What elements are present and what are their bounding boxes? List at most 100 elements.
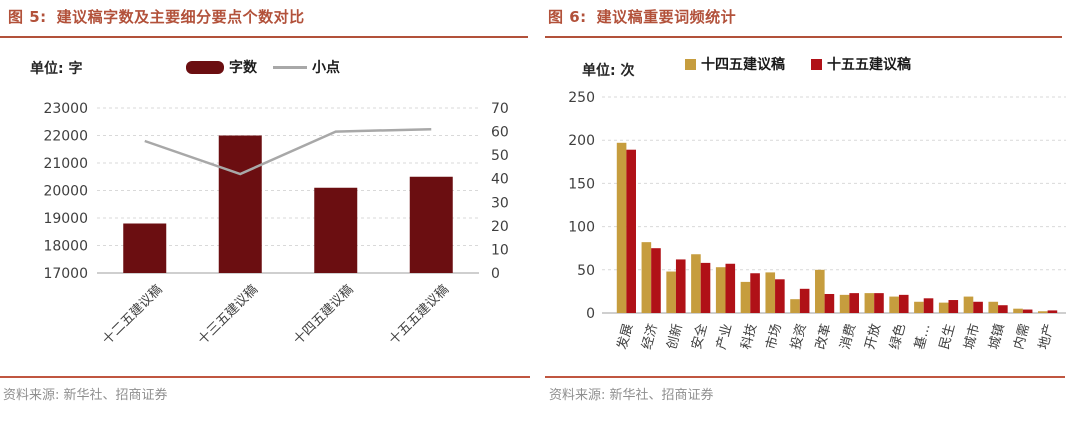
figure5-legend-item-line: 小点: [273, 57, 340, 77]
left-axis-tick: 21000: [43, 156, 88, 172]
figure6-title-rule: [545, 36, 1062, 38]
bar-15th: [725, 263, 736, 313]
category-label: 经济: [640, 322, 661, 351]
figure5-legend: 字数 小点: [186, 57, 340, 77]
category-label: 发展: [614, 322, 636, 351]
category-label: 创新: [664, 322, 686, 351]
series-15th-swatch: [811, 58, 822, 70]
bar-14th: [765, 272, 776, 313]
bar-14th: [889, 296, 899, 313]
left-axis-tick: 19000: [43, 211, 88, 227]
line-series-swatch: [273, 65, 307, 69]
right-axis-tick: 70: [491, 101, 509, 117]
category-label: 地产: [1036, 322, 1057, 351]
figure5-label: 图 5:: [8, 8, 47, 26]
category-label: 城市: [961, 322, 983, 351]
right-axis-tick: 50: [491, 148, 509, 164]
right-axis-tick: 30: [491, 195, 509, 211]
bar-15th: [799, 288, 810, 313]
bar-14th: [740, 281, 751, 313]
bar-15th: [1047, 310, 1058, 313]
bar-15th: [973, 301, 983, 313]
figure6-bottom-rule: [545, 376, 1065, 378]
bar-14th: [963, 296, 974, 313]
y-axis-tick: 150: [568, 176, 595, 192]
bar-15th: [824, 293, 835, 313]
bar-14th: [790, 299, 800, 313]
category-label: 开放: [863, 322, 884, 351]
category-label: 投资: [788, 322, 810, 351]
bar-15th: [849, 293, 859, 313]
category-label: 十四五建议稿: [290, 282, 356, 348]
bar-14th: [1038, 311, 1048, 313]
bar-15th: [700, 262, 711, 313]
figure6-label: 图 6:: [548, 8, 587, 26]
bar: [314, 187, 358, 273]
bar-15th: [923, 298, 934, 313]
figure6-unit-label: 单位: 次: [582, 63, 635, 79]
category-label: 改革: [813, 322, 834, 351]
y-axis-tick: 100: [568, 220, 595, 236]
left-axis-tick: 18000: [43, 239, 88, 255]
left-axis-tick: 17000: [43, 266, 88, 282]
bar: [123, 223, 167, 273]
bar-14th: [988, 301, 999, 313]
bar-15th: [898, 294, 909, 313]
category-label: 民生: [937, 322, 958, 351]
bar-14th: [641, 242, 652, 313]
bar-series-swatch: [186, 60, 224, 74]
bar: [409, 176, 453, 273]
bar-15th: [998, 305, 1008, 313]
figure6-legend: 十四五建议稿 十五五建议稿: [685, 54, 911, 74]
bar: [218, 135, 262, 273]
bar-14th: [914, 301, 924, 313]
bar-14th: [864, 293, 875, 313]
bar-14th: [815, 269, 825, 313]
figure6-legend-item-14th: 十四五建议稿: [685, 54, 785, 74]
category-label: 十二五建议稿: [99, 282, 165, 348]
right-axis-tick: 0: [491, 266, 500, 282]
category-label: 消费: [838, 322, 859, 351]
right-axis-tick: 20: [491, 219, 509, 235]
bar-15th: [948, 300, 959, 313]
category-label: 城镇: [987, 322, 1008, 351]
figure6-plot: 0 50 100 150 200 250 发展 经济 创新 安全 产业 科技 市场 投资 改革 消费 开放 绿色基…: [568, 90, 1066, 351]
figure5-legend-item-bars: 字数: [186, 57, 257, 77]
right-axis-tick: 60: [491, 125, 509, 141]
bar-14th: [839, 294, 850, 313]
category-label: 十三五建议稿: [195, 282, 261, 348]
figure5-legend-bar-label: 字数: [229, 60, 257, 76]
figure5-title-text: 建议稿字数及主要细分要点个数对比: [56, 8, 305, 26]
category-label: 绿色: [887, 322, 909, 351]
bar-14th: [938, 302, 949, 313]
figure6-legend-item-15th: 十五五建议稿: [811, 54, 911, 74]
left-axis-tick: 20000: [43, 184, 88, 200]
category-label: 十五五建议稿: [386, 282, 452, 348]
figure6-legend-14th-label: 十四五建议稿: [701, 57, 785, 73]
figure5-panel: 图 5: 建议稿字数及主要细分要点个数对比 单位: 字 字数 小点 17000 18…: [0, 8, 530, 403]
right-axis-tick: 40: [491, 172, 509, 188]
figure6-title-text: 建议稿重要词频统计: [596, 8, 737, 26]
figure5-legend-line-label: 小点: [312, 60, 340, 76]
bar-14th: [616, 142, 627, 313]
bar-14th: [1013, 308, 1023, 313]
series-14th-swatch: [685, 58, 696, 70]
figure5-title-rule: [0, 36, 528, 38]
y-axis-tick: 200: [568, 133, 595, 149]
y-axis-tick: 250: [568, 90, 595, 106]
figure6-panel: 图 6: 建议稿重要词频统计 单位: 次 十四五建议稿 十五五建议稿 0 50 100…: [540, 0, 1080, 425]
line-series: [144, 127, 432, 176]
category-label: 安全: [688, 322, 710, 351]
bar-14th: [715, 267, 726, 313]
bar-15th: [750, 273, 760, 313]
figure5-source: 资料来源: 新华社、招商证券: [3, 388, 168, 403]
left-axis-tick: 23000: [43, 101, 88, 117]
figure6-source: 资料来源: 新华社、招商证券: [549, 388, 714, 403]
category-label: 市场: [763, 322, 785, 351]
figure5-bottom-rule: [0, 376, 530, 378]
bar-15th: [775, 279, 785, 313]
figure5-plot: 17000 18000 19000 20000 21000 22000 23000 0 10 20…: [43, 101, 509, 348]
category-label: 内需: [1011, 322, 1033, 351]
left-axis-tick: 22000: [43, 129, 88, 145]
